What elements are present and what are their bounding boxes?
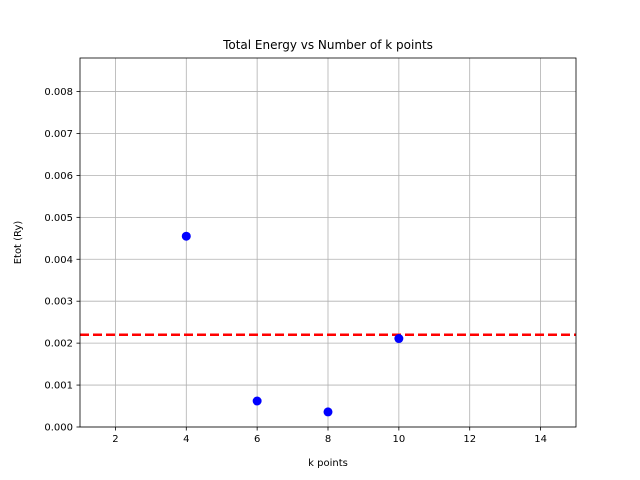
y-tick-label: 0.001 xyxy=(44,381,73,392)
y-axis-label: Etot (Ry) xyxy=(13,221,24,265)
y-tick-label: 0.008 xyxy=(44,87,73,98)
x-axis-ticks: 2 4 6 8 10 12 14 xyxy=(112,427,547,445)
x-tick-label: 10 xyxy=(392,434,405,445)
x-tick-label: 6 xyxy=(254,434,260,445)
data-point xyxy=(252,396,262,406)
y-tick-label: 0.004 xyxy=(44,255,73,266)
y-tick-label: 0.002 xyxy=(44,339,73,350)
x-tick-label: 14 xyxy=(534,434,547,445)
x-axis-label: k points xyxy=(308,458,348,469)
x-tick-label: 2 xyxy=(112,434,118,445)
y-tick-label: 0.006 xyxy=(44,171,73,182)
y-axis-ticks: 0.000 0.001 0.002 0.003 0.004 0.005 0.006 0.007… xyxy=(44,87,80,434)
y-tick-label: 0.000 xyxy=(44,423,73,434)
x-tick-label: 8 xyxy=(325,434,331,445)
data-point xyxy=(181,231,191,241)
x-tick-label: 4 xyxy=(183,434,189,445)
y-tick-label: 0.003 xyxy=(44,297,73,308)
grid xyxy=(80,58,576,428)
data-points xyxy=(181,231,404,417)
chart-title: Total Energy vs Number of k points xyxy=(222,38,433,52)
data-point xyxy=(323,407,333,417)
data-point xyxy=(394,334,404,344)
x-tick-label: 12 xyxy=(463,434,476,445)
y-tick-label: 0.005 xyxy=(44,213,73,224)
y-tick-label: 0.007 xyxy=(44,129,73,140)
